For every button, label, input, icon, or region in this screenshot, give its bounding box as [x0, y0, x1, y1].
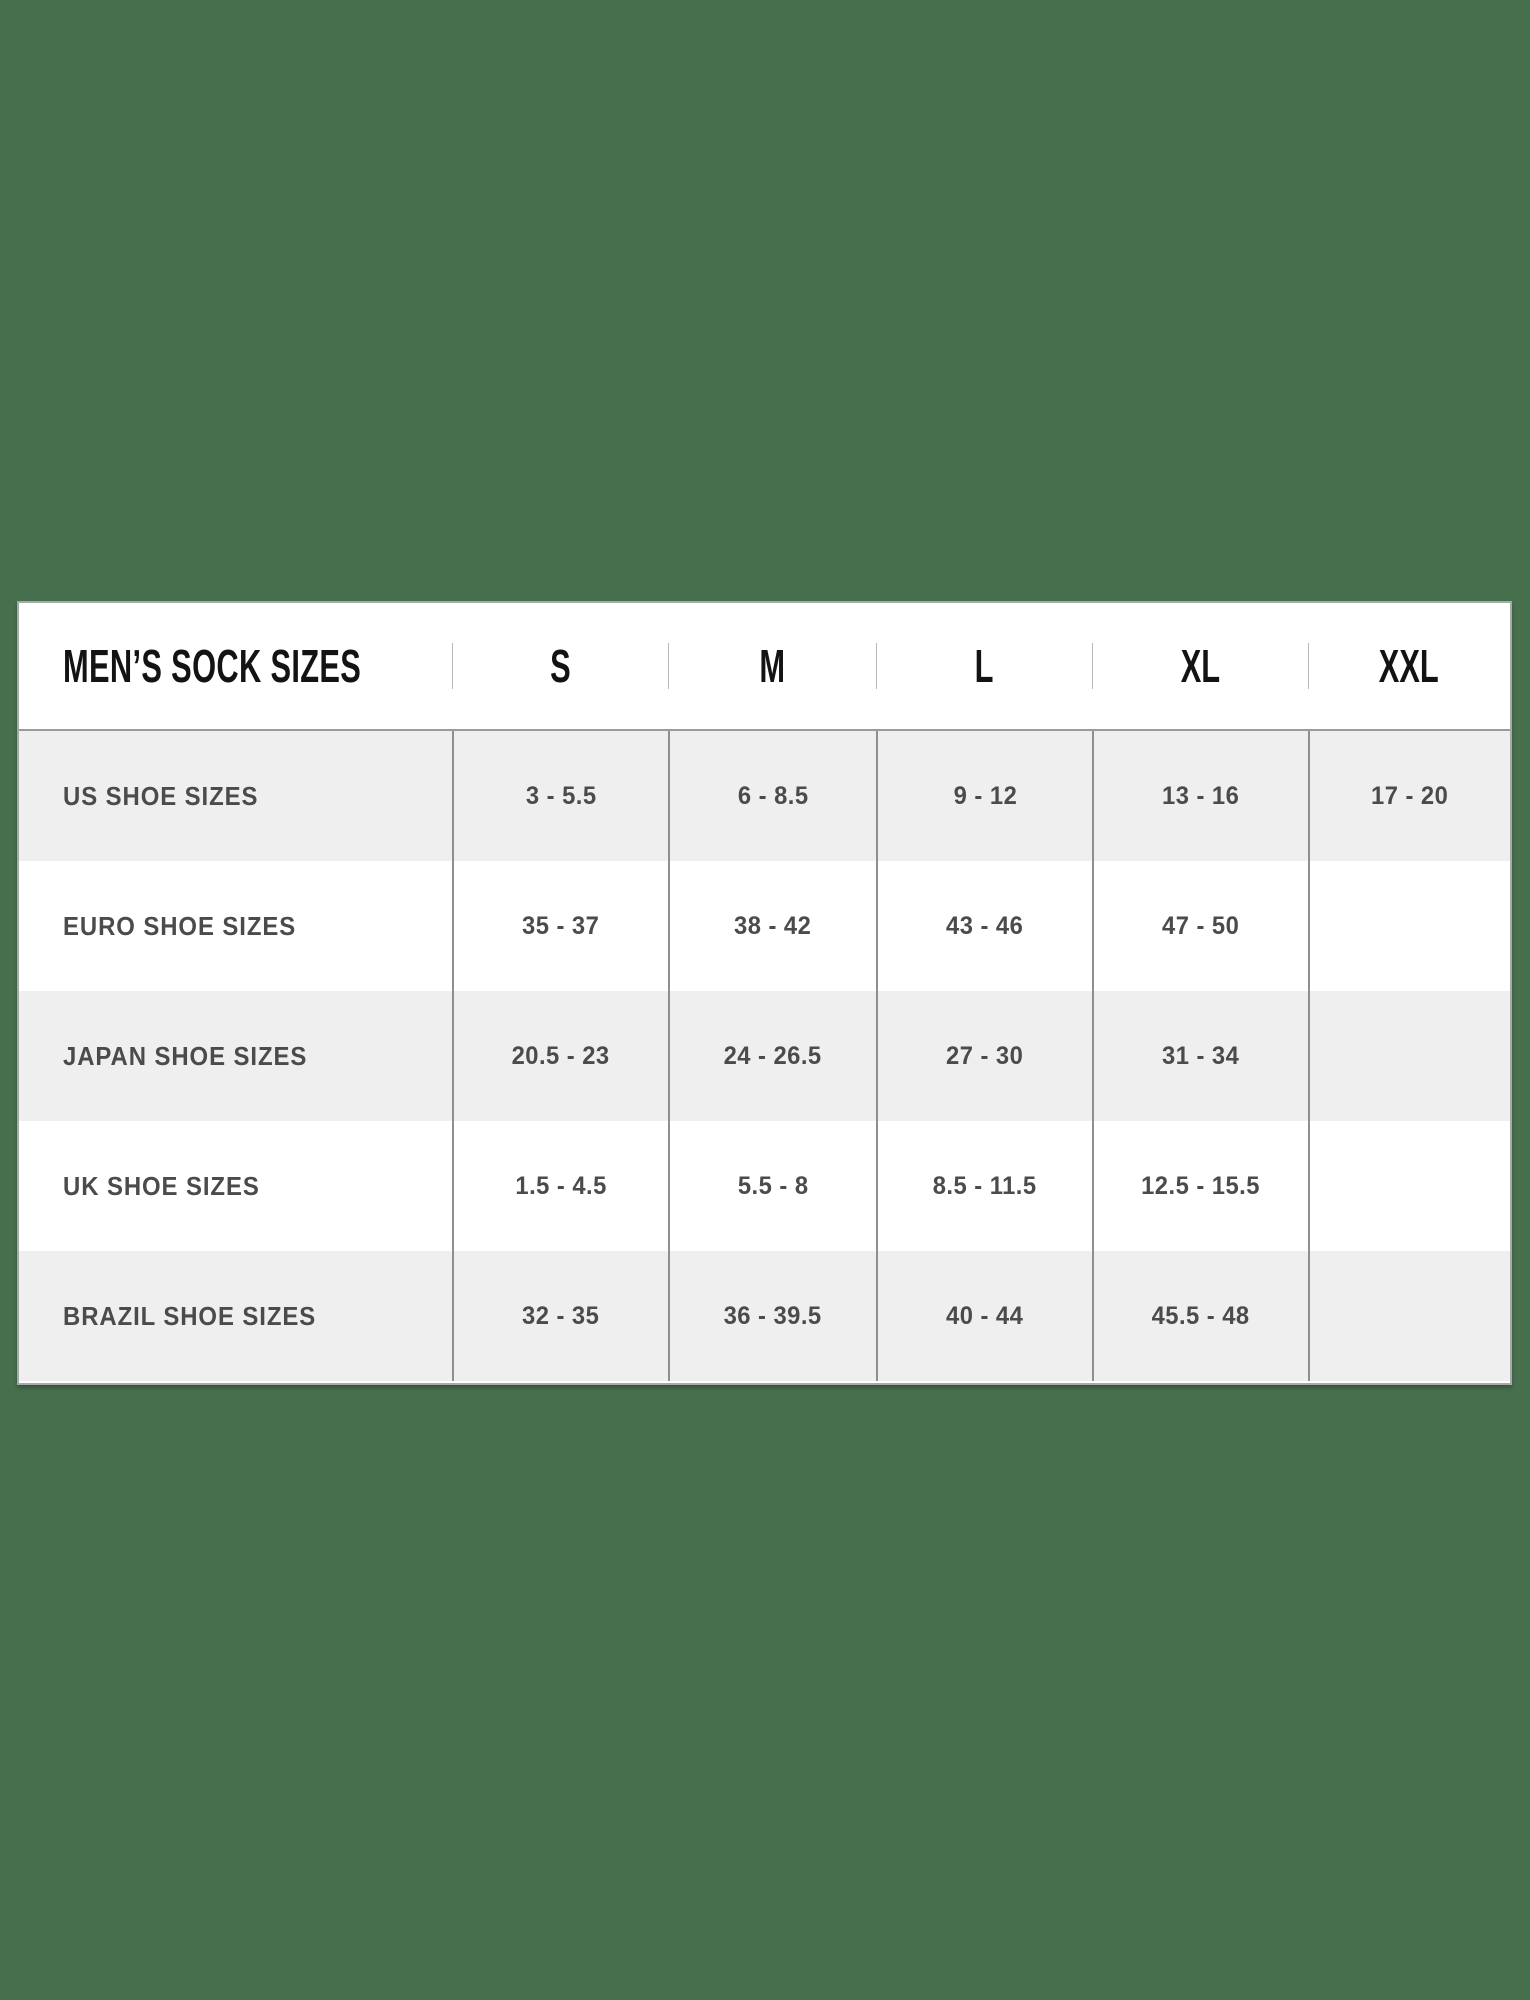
row-label: JAPAN SHOE SIZES [63, 1040, 308, 1071]
table-cell: 8.5 - 11.5 [876, 1121, 1092, 1251]
column-header-label: L [974, 640, 994, 692]
row-label: UK SHOE SIZES [63, 1170, 260, 1201]
table-cell: 35 - 37 [452, 861, 668, 991]
table-row-uk-shoe-sizes: UK SHOE SIZES 1.5 - 4.5 5.5 - 8 8.5 - 11… [19, 1121, 1510, 1251]
table-cell-empty [1308, 1121, 1510, 1251]
cell-value: 35 - 37 [522, 911, 600, 940]
table-cell-empty [1308, 991, 1510, 1121]
table-cell: 38 - 42 [668, 861, 876, 991]
table-cell: 31 - 34 [1092, 991, 1308, 1121]
cell-value: 6 - 8.5 [737, 781, 809, 810]
row-label-cell: US SHOE SIZES [19, 731, 452, 861]
cell-value: 17 - 20 [1371, 781, 1449, 810]
cell-value: 1.5 - 4.5 [515, 1171, 607, 1200]
cell-value: 40 - 44 [946, 1301, 1024, 1330]
page-title: MEN’S SOCK SIZES [63, 640, 362, 692]
column-header-s: S [452, 603, 668, 729]
row-label-cell: BRAZIL SHOE SIZES [19, 1251, 452, 1381]
cell-value: 3 - 5.5 [525, 781, 597, 810]
cell-value: 32 - 35 [522, 1301, 600, 1330]
table-cell: 20.5 - 23 [452, 991, 668, 1121]
column-header-label: XXL [1379, 640, 1439, 692]
table-cell: 27 - 30 [876, 991, 1092, 1121]
column-header-l: L [876, 603, 1092, 729]
table-cell: 17 - 20 [1308, 731, 1510, 861]
cell-value: 9 - 12 [953, 781, 1017, 810]
row-label: US SHOE SIZES [63, 780, 259, 811]
cell-value: 31 - 34 [1162, 1041, 1240, 1070]
table-header-row: MEN’S SOCK SIZES S M L XL XXL [19, 603, 1510, 731]
row-label: EURO SHOE SIZES [63, 910, 297, 941]
column-header-xl: XL [1092, 603, 1308, 729]
table-row-us-shoe-sizes: US SHOE SIZES 3 - 5.5 6 - 8.5 9 - 12 13 … [19, 731, 1510, 861]
column-header-label: M [759, 640, 785, 692]
cell-value: 36 - 39.5 [723, 1301, 823, 1330]
row-label-cell: UK SHOE SIZES [19, 1121, 452, 1251]
table-cell-empty [1308, 1251, 1510, 1381]
cell-value: 38 - 42 [734, 911, 812, 940]
column-header-xxl: XXL [1308, 603, 1510, 729]
row-label-cell: EURO SHOE SIZES [19, 861, 452, 991]
table-title-cell: MEN’S SOCK SIZES [19, 603, 452, 729]
table-cell: 45.5 - 48 [1092, 1251, 1308, 1381]
cell-value: 13 - 16 [1162, 781, 1240, 810]
table-cell: 9 - 12 [876, 731, 1092, 861]
cell-value: 27 - 30 [946, 1041, 1024, 1070]
cell-value: 12.5 - 15.5 [1141, 1171, 1261, 1200]
table-cell: 32 - 35 [452, 1251, 668, 1381]
cell-value: 45.5 - 48 [1151, 1301, 1251, 1330]
cell-value: 43 - 46 [946, 911, 1024, 940]
row-label: BRAZIL SHOE SIZES [63, 1300, 317, 1331]
table-cell: 5.5 - 8 [668, 1121, 876, 1251]
table-cell: 36 - 39.5 [668, 1251, 876, 1381]
table-cell: 12.5 - 15.5 [1092, 1121, 1308, 1251]
table-cell: 6 - 8.5 [668, 731, 876, 861]
column-header-m: M [668, 603, 876, 729]
cell-value: 47 - 50 [1162, 911, 1240, 940]
table-cell: 40 - 44 [876, 1251, 1092, 1381]
cell-value: 24 - 26.5 [723, 1041, 823, 1070]
table-cell: 1.5 - 4.5 [452, 1121, 668, 1251]
table-row-euro-shoe-sizes: EURO SHOE SIZES 35 - 37 38 - 42 43 - 46 … [19, 861, 1510, 991]
cell-value: 20.5 - 23 [511, 1041, 611, 1070]
table-cell-empty [1308, 861, 1510, 991]
table-cell: 13 - 16 [1092, 731, 1308, 861]
table-row-brazil-shoe-sizes: BRAZIL SHOE SIZES 32 - 35 36 - 39.5 40 -… [19, 1251, 1510, 1381]
table-cell: 24 - 26.5 [668, 991, 876, 1121]
cell-value: 8.5 - 11.5 [933, 1171, 1037, 1200]
table-row-japan-shoe-sizes: JAPAN SHOE SIZES 20.5 - 23 24 - 26.5 27 … [19, 991, 1510, 1121]
table-cell: 47 - 50 [1092, 861, 1308, 991]
row-label-cell: JAPAN SHOE SIZES [19, 991, 452, 1121]
table-cell: 3 - 5.5 [452, 731, 668, 861]
table-cell: 43 - 46 [876, 861, 1092, 991]
column-header-label: XL [1180, 640, 1220, 692]
column-header-label: S [549, 640, 571, 692]
cell-value: 5.5 - 8 [737, 1171, 809, 1200]
sock-size-chart-table: MEN’S SOCK SIZES S M L XL XXL US SHOE SI… [17, 601, 1512, 1385]
